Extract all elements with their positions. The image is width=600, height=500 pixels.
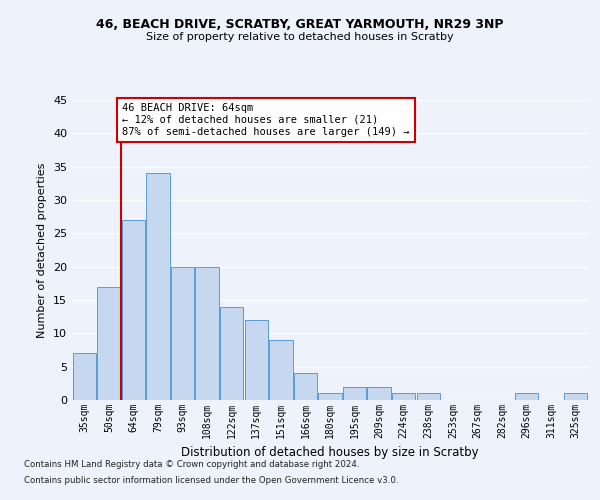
Bar xyxy=(564,394,587,400)
Text: Size of property relative to detached houses in Scratby: Size of property relative to detached ho… xyxy=(146,32,454,42)
Bar xyxy=(97,286,121,400)
Y-axis label: Number of detached properties: Number of detached properties xyxy=(37,162,47,338)
Bar xyxy=(171,266,194,400)
Bar xyxy=(343,386,366,400)
Text: 46, BEACH DRIVE, SCRATBY, GREAT YARMOUTH, NR29 3NP: 46, BEACH DRIVE, SCRATBY, GREAT YARMOUTH… xyxy=(96,18,504,30)
Bar xyxy=(367,386,391,400)
Text: 46 BEACH DRIVE: 64sqm
← 12% of detached houses are smaller (21)
87% of semi-deta: 46 BEACH DRIVE: 64sqm ← 12% of detached … xyxy=(122,104,410,136)
Bar xyxy=(515,394,538,400)
Bar xyxy=(245,320,268,400)
Text: Contains HM Land Registry data © Crown copyright and database right 2024.: Contains HM Land Registry data © Crown c… xyxy=(24,460,359,469)
Bar xyxy=(294,374,317,400)
X-axis label: Distribution of detached houses by size in Scratby: Distribution of detached houses by size … xyxy=(181,446,479,460)
Bar xyxy=(269,340,293,400)
Text: Contains public sector information licensed under the Open Government Licence v3: Contains public sector information licen… xyxy=(24,476,398,485)
Bar xyxy=(392,394,415,400)
Bar xyxy=(73,354,96,400)
Bar xyxy=(196,266,219,400)
Bar xyxy=(122,220,145,400)
Bar xyxy=(146,174,170,400)
Bar xyxy=(319,394,341,400)
Bar xyxy=(416,394,440,400)
Bar xyxy=(220,306,244,400)
